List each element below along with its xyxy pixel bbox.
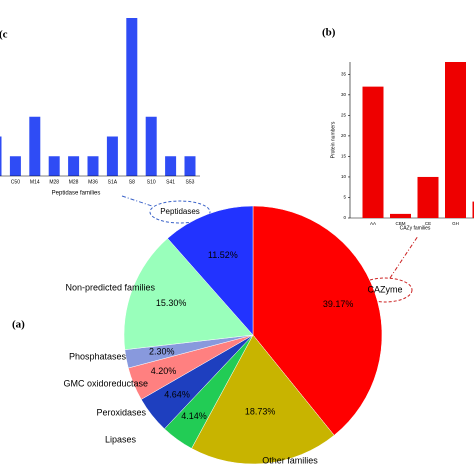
pie-slice (191, 334, 335, 465)
connector (121, 195, 153, 207)
x-axis-label: CAZy families (400, 225, 431, 231)
slice-category-label: CAZyme (367, 284, 402, 294)
y-tick-label: 15 (341, 154, 347, 159)
bar (145, 116, 157, 176)
x-tick-label: CBM (396, 221, 406, 226)
y-tick-label: 0 (343, 215, 346, 220)
bar (48, 156, 60, 176)
slice-value-label: 4.20% (151, 366, 177, 376)
x-tick-label: M28 (69, 179, 79, 185)
x-tick-label: S8 (129, 179, 135, 185)
x-tick-label: S1A (108, 179, 118, 185)
x-tick-label: AA (370, 221, 376, 226)
pie-slice (123, 237, 254, 350)
bar (106, 136, 118, 176)
bar (390, 213, 411, 218)
pie-slice (252, 205, 383, 436)
y-tick-label: 35 (341, 72, 347, 77)
y-tick-label: 30 (341, 92, 347, 97)
x-tick-label: S41 (166, 179, 175, 185)
x-tick-label: M28 (49, 179, 59, 185)
bar (362, 86, 384, 218)
slice-value-label: 4.14% (181, 411, 207, 421)
x-tick-label: S53 (186, 179, 195, 185)
bar (184, 156, 196, 176)
y-tick-label: 10 (341, 174, 347, 179)
slice-value-label: 11.52% (208, 250, 238, 260)
x-tick-label: C50 (11, 179, 20, 185)
bar (9, 156, 21, 176)
y-tick-label: 5 (343, 195, 346, 200)
bar (417, 176, 439, 218)
bar (126, 18, 138, 176)
slice-value-label: 18.73% (245, 406, 276, 416)
x-tick-label: CE (425, 221, 431, 226)
slice-category-label: Other families (262, 455, 318, 465)
x-tick-label: M36 (88, 179, 98, 185)
bar (165, 156, 177, 176)
bar (445, 62, 466, 218)
slice-value-label: 4.64% (164, 389, 190, 399)
pie-slice (167, 205, 254, 336)
slice-value-label: 2.30% (149, 347, 175, 357)
x-tick-label: S10 (147, 179, 156, 185)
slice-value-label: 39.17% (323, 299, 354, 309)
bar (87, 156, 99, 176)
slice-category-label: Non-predicted families (65, 282, 155, 292)
slice-category-label: Peptidases (160, 207, 200, 216)
x-tick-label: M14 (30, 179, 40, 185)
x-axis-label: Peptidase families (52, 191, 101, 197)
bar (0, 136, 2, 176)
bar (68, 156, 80, 176)
bar (29, 116, 41, 176)
slice-value-label: 15.30% (156, 298, 187, 308)
label-ellipse (149, 200, 211, 224)
x-tick-label: GH (452, 221, 459, 226)
slice-category-label: Peroxidases (96, 407, 146, 417)
panel-label: (a) (12, 319, 25, 331)
slice-category-label: GMC oxidoreductase (63, 378, 148, 388)
panel-label: (c (0, 29, 8, 41)
slice-category-label: Lipases (105, 434, 137, 444)
y-axis-label: Protein numbers (330, 121, 336, 158)
slice-category-label: Phosphatases (69, 351, 127, 361)
panel-label: (b) (322, 27, 336, 39)
connector (389, 235, 419, 279)
y-tick-label: 20 (341, 133, 347, 138)
bar (472, 201, 474, 218)
y-tick-label: 25 (341, 113, 347, 118)
